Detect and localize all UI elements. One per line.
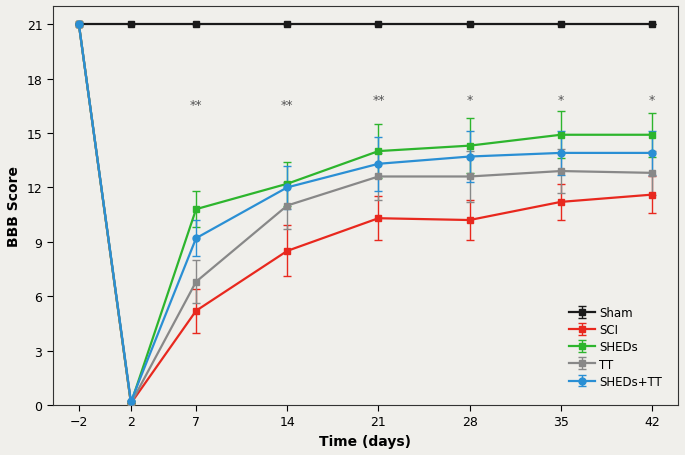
Text: **: ** <box>190 99 202 112</box>
Text: *: * <box>649 94 655 106</box>
Y-axis label: BBB Score: BBB Score <box>7 166 21 247</box>
Legend: Sham, SCI, SHEDs, TT, SHEDs+TT: Sham, SCI, SHEDs, TT, SHEDs+TT <box>565 303 666 391</box>
Text: *: * <box>466 94 473 106</box>
Text: **: ** <box>372 94 385 106</box>
Text: **: ** <box>281 99 293 112</box>
Text: *: * <box>558 94 564 106</box>
X-axis label: Time (days): Time (days) <box>319 434 412 448</box>
